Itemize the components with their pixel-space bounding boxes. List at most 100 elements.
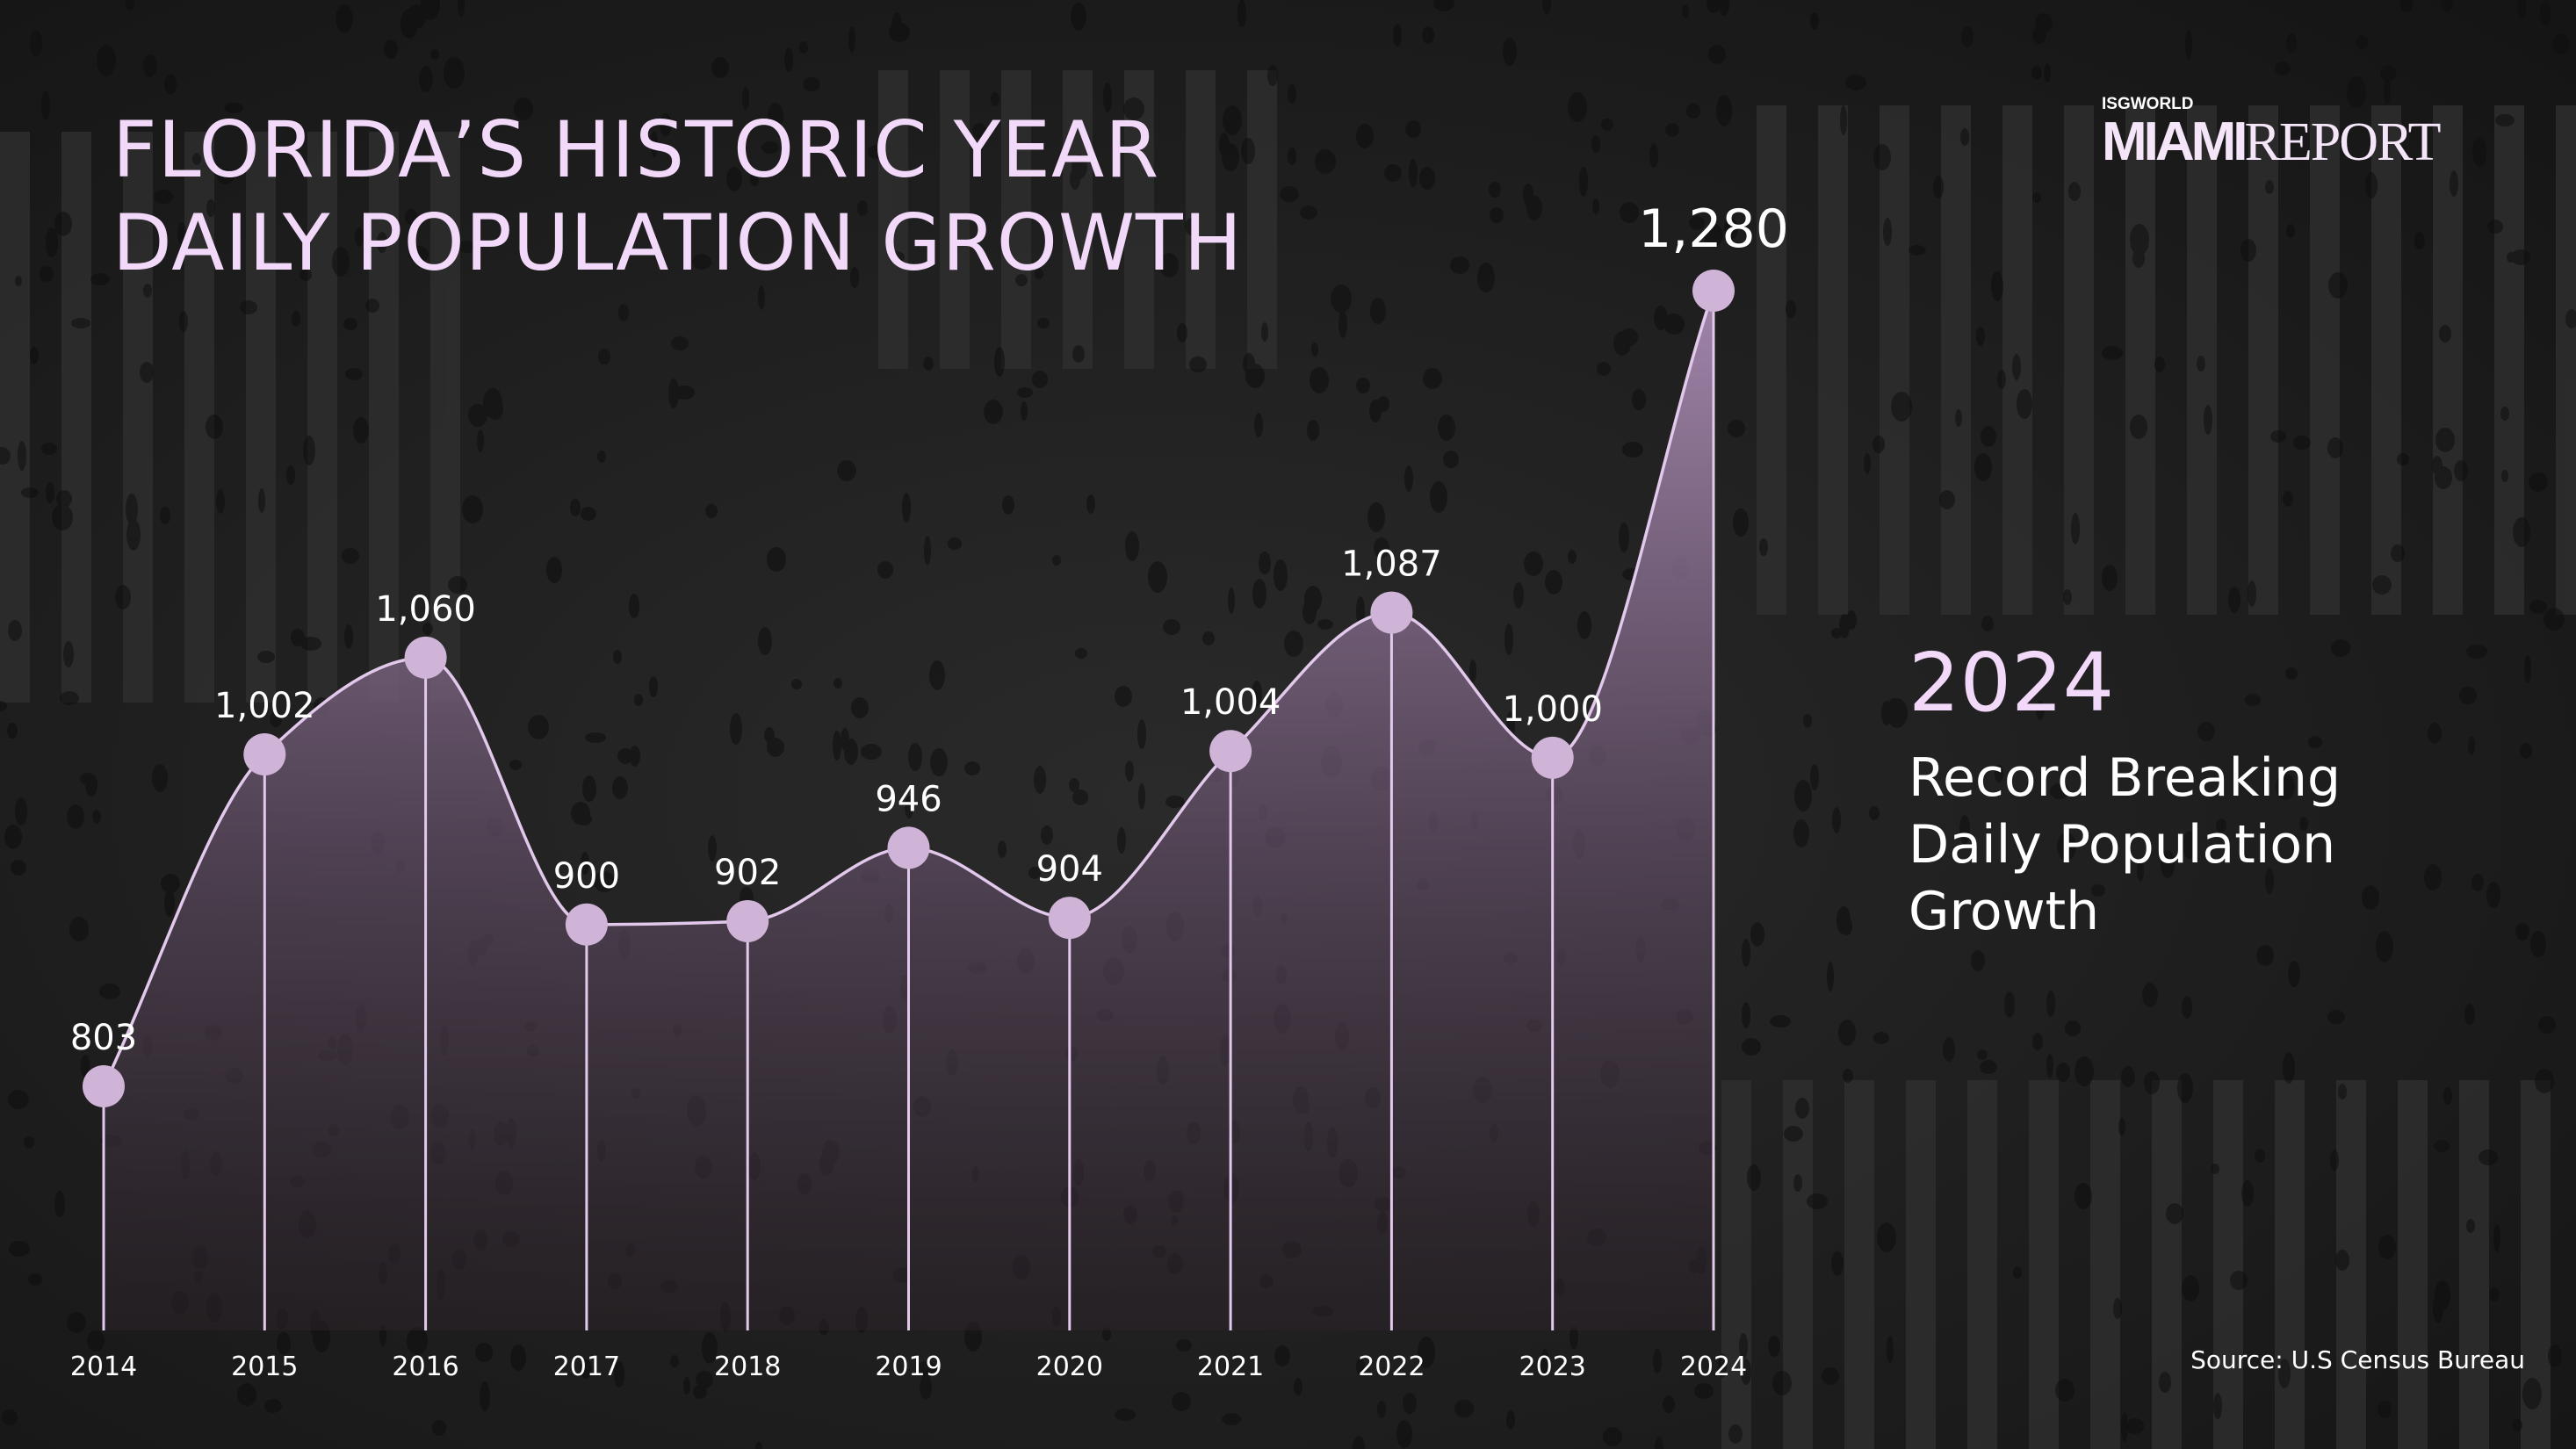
- pedestrian-shape: [1971, 950, 1985, 971]
- pedestrian-shape: [705, 504, 718, 518]
- pedestrian-shape: [1786, 300, 1796, 318]
- miami-report-logo: ISGWORLD MIAMIREPORT: [2102, 95, 2523, 174]
- pedestrian-shape: [2276, 774, 2295, 800]
- pedestrian-shape: [1405, 120, 1421, 138]
- pedestrian-shape: [964, 761, 980, 775]
- value-label-2021: 1,004: [1180, 682, 1281, 723]
- pedestrian-shape: [1577, 611, 1591, 639]
- highlight-description: Record Breaking Daily Population Growth: [1909, 745, 2435, 945]
- area-fill: [104, 291, 1714, 1330]
- pedestrian-shape: [1741, 1359, 1751, 1385]
- pedestrian-shape: [2548, 1344, 2562, 1367]
- pedestrian-shape: [972, 123, 986, 139]
- pedestrian-shape: [342, 548, 359, 564]
- pedestrian-shape: [355, 227, 364, 247]
- pedestrian-shape: [2177, 1073, 2193, 1103]
- pedestrian-shape: [2380, 65, 2396, 81]
- pedestrian-shape: [2552, 33, 2570, 54]
- pedestrian-shape: [2515, 923, 2529, 941]
- data-point-2019: [887, 826, 930, 869]
- pedestrian-shape: [1665, 123, 1679, 137]
- pedestrian-shape: [1165, 796, 1185, 808]
- pedestrian-shape: [1795, 1098, 1809, 1119]
- pedestrian-shape: [1822, 1367, 1839, 1385]
- pedestrian-shape: [1267, 65, 1278, 86]
- data-point-2018: [726, 899, 769, 942]
- pedestrian-shape: [240, 300, 257, 314]
- pedestrian-shape: [407, 4, 426, 29]
- pedestrian-shape: [2283, 1052, 2295, 1084]
- pedestrian-shape: [857, 200, 868, 216]
- pedestrian-shape: [1976, 327, 1985, 346]
- pedestrian-shape: [237, 1383, 256, 1406]
- pedestrian-shape: [1933, 176, 1944, 198]
- pedestrian-shape: [1189, 357, 1207, 372]
- pedestrian-shape: [1545, 570, 1562, 595]
- pedestrian-shape: [2035, 13, 2053, 32]
- pedestrian-shape: [750, 172, 759, 186]
- pedestrian-shape: [924, 536, 931, 566]
- pedestrian-shape: [597, 451, 606, 463]
- pedestrian-shape: [764, 727, 775, 743]
- pedestrian-shape: [299, 269, 312, 281]
- pedestrian-shape: [2285, 667, 2298, 680]
- pedestrian-shape: [1653, 1349, 1662, 1373]
- pedestrian-shape: [487, 399, 503, 420]
- pedestrian-shape: [1569, 1326, 1578, 1349]
- pedestrian-shape: [1433, 0, 1454, 11]
- pedestrian-shape: [2121, 1066, 2135, 1087]
- crosswalk-stripe: [1124, 70, 1154, 369]
- pedestrian-shape: [984, 400, 1003, 424]
- pedestrian-shape: [2182, 1275, 2199, 1301]
- pedestrian-shape: [292, 311, 300, 327]
- pedestrian-shape: [1620, 202, 1639, 223]
- pedestrian-shape: [67, 804, 84, 829]
- pedestrian-shape: [2055, 1379, 2075, 1402]
- pedestrian-shape: [2327, 1010, 2345, 1024]
- pedestrian-shape: [2216, 818, 2226, 833]
- crosswalk-stripe: [1880, 105, 1909, 615]
- pedestrian-shape: [1125, 531, 1139, 561]
- data-point-2020: [1048, 897, 1091, 940]
- pedestrian-shape: [2046, 1054, 2053, 1078]
- pedestrian-shape: [1869, 806, 1880, 820]
- pedestrian-shape: [1409, 159, 1418, 187]
- pedestrian-shape: [432, 1420, 446, 1436]
- pedestrian-shape: [1252, 681, 1262, 707]
- pedestrian-shape: [2384, 78, 2391, 105]
- pedestrian-shape: [2471, 874, 2484, 891]
- pedestrian-shape: [2044, 63, 2051, 83]
- crosswalk-stripe: [2125, 105, 2155, 615]
- crosswalk-stripe: [2459, 1080, 2489, 1449]
- pedestrian-shape: [598, 349, 610, 364]
- pedestrian-shape: [1300, 205, 1317, 220]
- pedestrian-shape: [1977, 1049, 1988, 1060]
- pedestrian-shape: [1370, 298, 1386, 324]
- pedestrian-shape: [2524, 655, 2531, 683]
- pedestrian-shape: [613, 650, 622, 664]
- pedestrian-shape: [2137, 859, 2144, 882]
- pedestrian-shape: [2245, 694, 2261, 706]
- crosswalk-stripe: [2213, 1080, 2243, 1449]
- pedestrian-shape: [1071, 3, 1086, 31]
- pedestrian-shape: [1784, 1126, 1803, 1142]
- pedestrian-shape: [2126, 1418, 2144, 1434]
- pedestrian-shape: [905, 796, 913, 818]
- pedestrian-shape: [1810, 12, 1819, 30]
- pedestrian-shape: [2327, 437, 2343, 458]
- pedestrian-shape: [2365, 172, 2378, 198]
- pedestrian-shape: [889, 251, 905, 263]
- pedestrian-shape: [1172, 1392, 1191, 1411]
- pedestrian-shape: [2159, 1372, 2171, 1393]
- pedestrian-shape: [2362, 885, 2379, 910]
- pedestrian-shape: [1704, 224, 1723, 247]
- title-line-2: DAILY POPULATION GROWTH: [112, 198, 1243, 288]
- pedestrian-shape: [1750, 922, 1764, 947]
- pedestrian-shape: [99, 984, 120, 999]
- pedestrian-shape: [1294, 1378, 1302, 1395]
- pedestrian-shape: [2565, 309, 2576, 328]
- pedestrian-shape: [462, 495, 483, 523]
- data-point-2017: [565, 903, 608, 946]
- pedestrian-shape: [46, 482, 54, 503]
- pedestrian-shape: [1339, 310, 1347, 338]
